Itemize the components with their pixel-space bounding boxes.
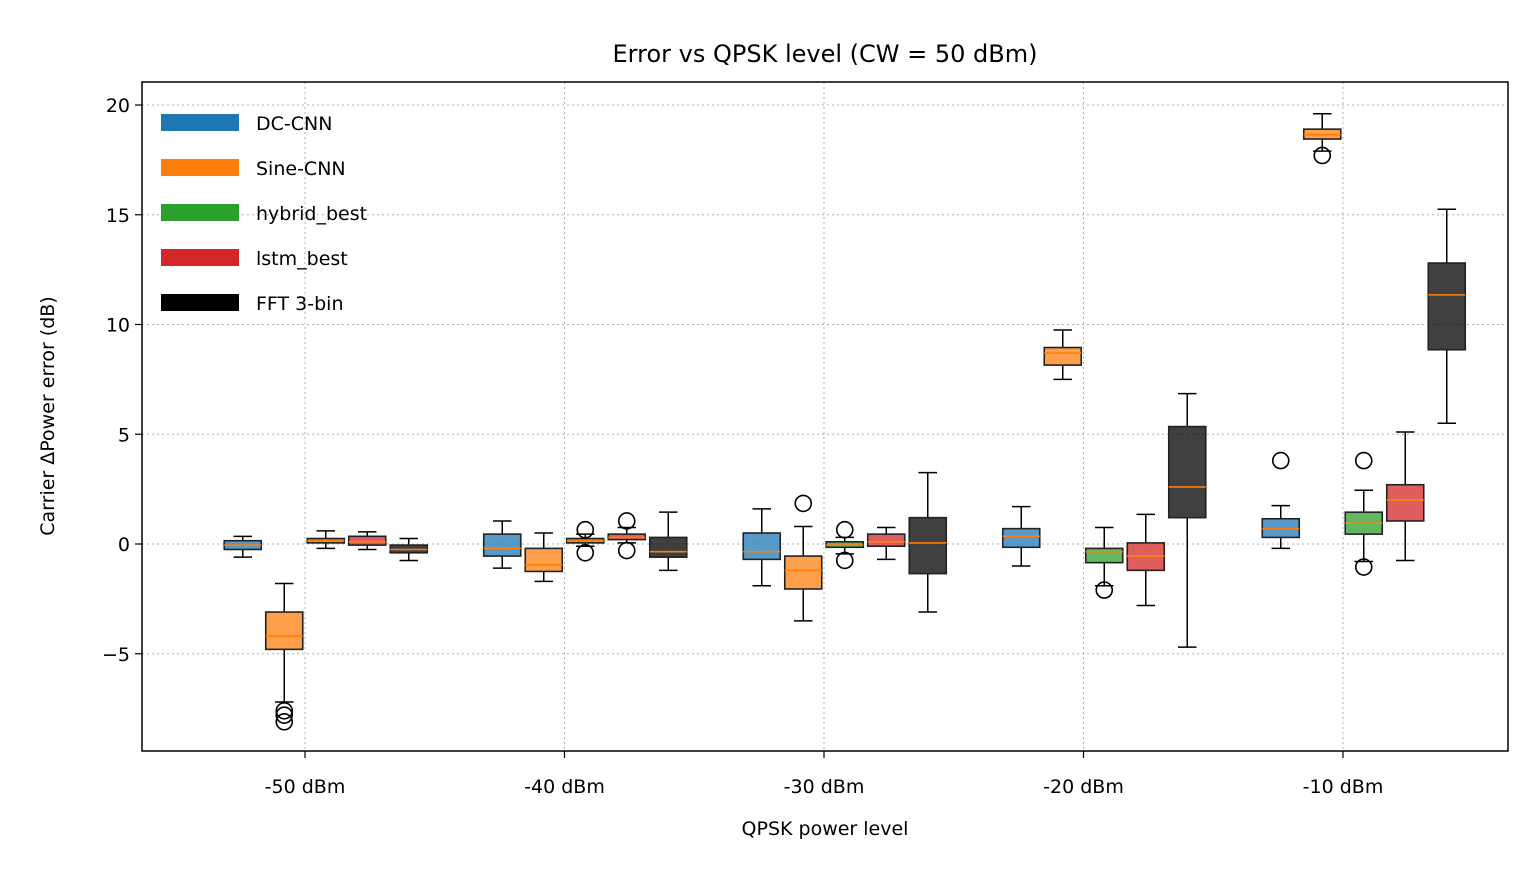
box-body (1385, 483, 1425, 522)
box-DC-CNN (1261, 451, 1301, 550)
box-body (1427, 262, 1467, 351)
outlier-point (617, 512, 636, 530)
legend-swatch (161, 114, 239, 131)
outlier-point (617, 541, 636, 560)
legend-swatch (161, 159, 239, 176)
outlier-point (1313, 146, 1332, 165)
box-Sine-CNN (1302, 113, 1342, 165)
boxes (223, 113, 1467, 731)
grid (142, 82, 1508, 751)
x-tick-label: -30 dBm (784, 776, 865, 798)
box-Sine-CNN (524, 532, 564, 583)
legend-label: hybrid_best (256, 203, 367, 225)
outlier-point (1354, 558, 1373, 576)
box-body (648, 536, 688, 558)
box-FFT 3-bin (1427, 208, 1467, 425)
legend: DC-CNN Sine-CNN hybrid_best lstm_best FFT 3-… (161, 113, 367, 315)
x-tick-label: -20 dBm (1043, 776, 1124, 798)
outlier-point (835, 551, 854, 570)
box-lstm_best (1385, 431, 1425, 562)
box-body (347, 535, 387, 546)
box-DC-CNN (742, 508, 782, 587)
box-DC-CNN (1001, 505, 1041, 567)
y-tick-label: 10 (106, 315, 130, 337)
outlier-point (275, 706, 294, 725)
outlier-point (1354, 451, 1373, 470)
outlier-point (1271, 451, 1290, 470)
box-body (783, 555, 823, 590)
outlier-point (835, 520, 854, 539)
box-lstm_best (866, 526, 906, 561)
plot-frame (141, 81, 1509, 752)
chart-title: Error vs QPSK level (CW = 50 dBm) (613, 40, 1038, 68)
box-hybrid_best (825, 520, 865, 570)
box-body (1167, 425, 1207, 519)
box-Sine-CNN (264, 582, 304, 731)
y-axis-label: Carrier ΔPower error (dB) (37, 296, 59, 535)
y-tick-label: 5 (118, 424, 130, 446)
outlier-point (794, 494, 813, 513)
outlier-point (1095, 581, 1114, 599)
box-body (1043, 346, 1083, 366)
box-lstm_best (607, 512, 647, 560)
box-body (742, 532, 782, 561)
x-tick-label: -40 dBm (524, 776, 605, 798)
box-Sine-CNN (783, 494, 823, 622)
legend-swatch (161, 294, 239, 311)
outlier-point (275, 712, 294, 731)
outlier-point (576, 543, 595, 562)
box-lstm_best (347, 531, 387, 551)
box-hybrid_best (306, 530, 346, 550)
box-body (1084, 547, 1124, 564)
box-body (524, 547, 564, 573)
x-axis-label: QPSK power level (742, 818, 909, 840)
x-tick-label: -10 dBm (1303, 776, 1384, 798)
legend-label: lstm_best (256, 248, 348, 270)
y-tick-label: 15 (106, 205, 130, 227)
box-lstm_best (1126, 513, 1166, 607)
legend-label: DC-CNN (256, 113, 332, 135)
legend-swatch (161, 249, 239, 266)
box-FFT 3-bin (389, 537, 429, 562)
box-hybrid_best (1084, 526, 1124, 599)
box-body (264, 611, 304, 651)
x-tick-label: -50 dBm (265, 776, 346, 798)
box-body (866, 533, 906, 547)
box-body (908, 516, 948, 575)
box-DC-CNN (223, 535, 263, 558)
y-tick-label: 0 (118, 534, 130, 556)
y-tick-label: 20 (106, 95, 130, 117)
legend-swatch (161, 204, 239, 221)
box-FFT 3-bin (1167, 392, 1207, 648)
box-body (482, 533, 522, 557)
box-FFT 3-bin (908, 471, 948, 613)
outlier-point (576, 520, 595, 539)
legend-label: Sine-CNN (256, 158, 346, 180)
ticks: −5 0 5 10 15 20 -50 dBm -40 dBm -30 dBm -20 dBm -1… (102, 95, 1383, 798)
box-DC-CNN (482, 520, 522, 569)
box-Sine-CNN (1043, 329, 1083, 381)
box-hybrid_best (1344, 451, 1384, 576)
outlier-point (275, 702, 294, 720)
box-hybrid_best (565, 520, 605, 562)
box-body (1001, 527, 1041, 549)
y-tick-label: −5 (102, 644, 130, 666)
legend-label: FFT 3-bin (256, 293, 344, 315)
box-FFT 3-bin (648, 511, 688, 572)
